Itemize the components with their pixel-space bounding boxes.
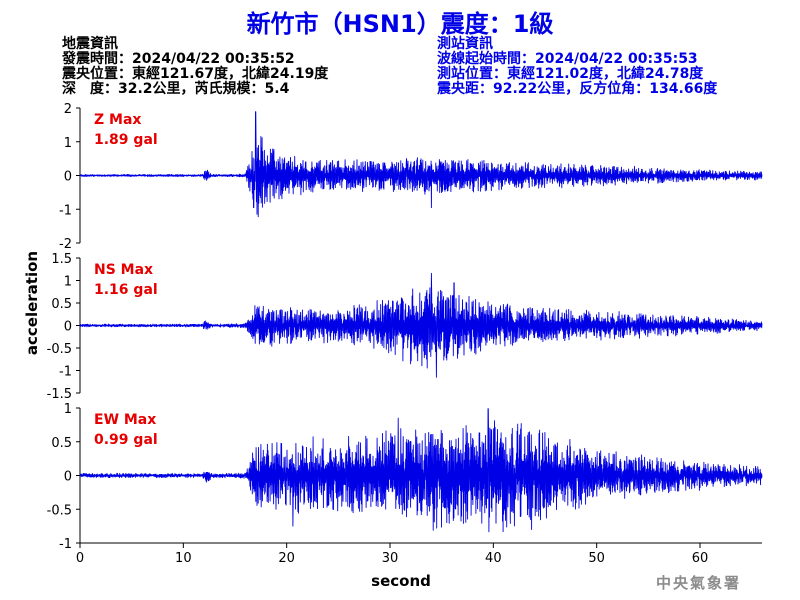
panels: -2 -1 0 1 2 Z Max 1.89 gal -1.5 -1 -0.5 0 0.5 1 1.5 NS… (47, 102, 763, 552)
panel-ew: -1 -0.5 0 0.5 1 EW Max 0.99 gal (47, 402, 763, 552)
y-tick-label: -1.5 (47, 387, 72, 402)
x-tick-label: 20 (278, 551, 295, 566)
y-tick-label: -2 (59, 237, 72, 252)
waveform-z (79, 111, 763, 218)
y-tick-label: 0 (64, 470, 72, 485)
panel-z: -2 -1 0 1 2 Z Max 1.89 gal (59, 102, 763, 252)
x-tick-label: 30 (382, 551, 399, 566)
y-tick-label: 1 (64, 136, 72, 151)
y-tick-label: -0.5 (47, 503, 72, 518)
max-label-z: Z Max (94, 112, 141, 128)
arrival-time: 波線起始時間：2024/04/22 00:35:53 (437, 51, 698, 67)
y-tick-label: -0.5 (47, 342, 72, 357)
y-axis-label: acceleration (23, 251, 41, 355)
x-tick-label: 50 (588, 551, 605, 566)
agency-watermark: 中央氣象署 (656, 574, 742, 592)
panel-ns: -1.5 -1 -0.5 0 0.5 1 1.5 NS Max 1.16 gal (47, 252, 763, 402)
y-tick-label: 0 (64, 320, 72, 335)
max-label-ns: NS Max (94, 262, 153, 278)
earthquake-info-heading: 地震資訊 (62, 36, 118, 52)
y-tick-label: 0.5 (51, 297, 72, 312)
y-tick-label: 0 (64, 170, 72, 185)
station-location: 測站位置：東經121.02度，北緯24.78度 (437, 66, 704, 82)
station-info: 測站資訊 波線起始時間：2024/04/22 00:35:53 測站位置：東經1… (437, 37, 717, 97)
waveform-ns (79, 272, 763, 378)
max-label-ew: EW Max (94, 412, 156, 428)
y-tick-label: -1 (59, 537, 72, 552)
x-axis: 0 10 20 30 40 50 60 (76, 542, 762, 566)
y-tick-label: 1 (64, 402, 72, 417)
y-tick-label: 2 (64, 102, 72, 117)
depth-magnitude: 深 度：32.2公里，芮氏規模：5.4 (62, 81, 290, 97)
x-tick-label: 60 (692, 551, 709, 566)
earthquake-info: 地震資訊 發震時間：2024/04/22 00:35:52 震央位置：東經121… (62, 37, 328, 97)
y-tick-label: 1 (64, 275, 72, 290)
distance-azimuth: 震央距：92.22公里，反方位角：134.66度 (437, 81, 718, 97)
max-value-z: 1.89 gal (94, 132, 158, 148)
waveform-ew (79, 408, 763, 533)
max-value-ew: 0.99 gal (94, 432, 158, 448)
x-tick-label: 0 (76, 551, 84, 566)
x-tick-label: 10 (175, 551, 192, 566)
origin-time: 發震時間：2024/04/22 00:35:52 (62, 51, 295, 67)
x-tick-label: 40 (485, 551, 502, 566)
page-title: 新竹市（HSN1）震度：1級 (246, 10, 554, 38)
max-value-ns: 1.16 gal (94, 282, 158, 298)
epicenter: 震央位置：東經121.67度，北緯24.19度 (62, 66, 329, 82)
y-tick-label: 1.5 (51, 252, 72, 267)
x-axis-label: second (371, 572, 431, 590)
y-tick-label: -1 (59, 203, 72, 218)
y-tick-label: 0.5 (51, 436, 72, 451)
y-tick-label: -1 (59, 365, 72, 380)
station-info-heading: 測站資訊 (437, 36, 493, 52)
